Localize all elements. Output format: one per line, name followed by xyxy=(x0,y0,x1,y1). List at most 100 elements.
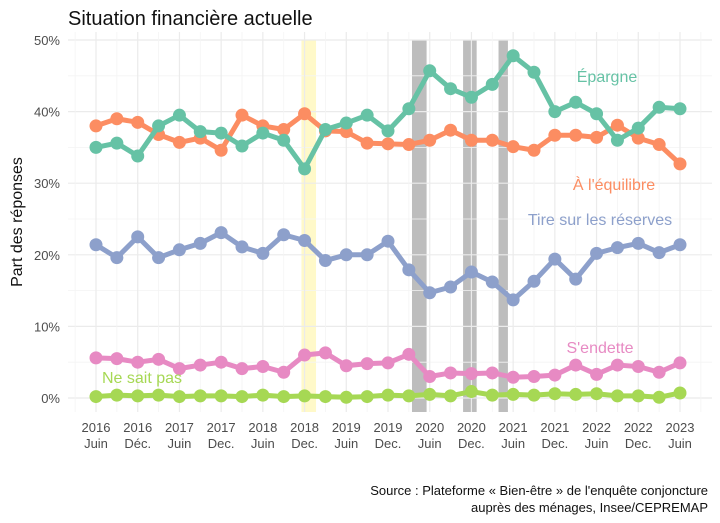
data-point xyxy=(214,143,228,157)
data-point xyxy=(506,293,520,307)
data-point xyxy=(360,390,374,404)
data-point xyxy=(527,274,541,288)
data-point xyxy=(652,246,666,260)
data-point xyxy=(673,102,687,116)
data-point xyxy=(256,126,270,140)
series-label: Tire sur les réserves xyxy=(528,212,672,229)
x-tick-label-month: Juin xyxy=(501,436,525,451)
data-point xyxy=(548,252,562,266)
y-axis-label: Part des réponses xyxy=(9,157,26,287)
data-point xyxy=(402,102,416,116)
data-point xyxy=(506,370,520,384)
data-point xyxy=(610,358,624,372)
series-tire-sur-les-réserves xyxy=(89,226,687,307)
source-line-1: Source : Plateforme « Bien-être » de l'e… xyxy=(370,483,708,498)
data-point xyxy=(548,105,562,119)
data-point xyxy=(402,347,416,361)
data-point xyxy=(152,388,166,402)
data-point xyxy=(569,95,583,109)
x-tick-label-year: 2021 xyxy=(540,420,569,435)
data-point xyxy=(360,248,374,262)
data-point xyxy=(569,128,583,142)
data-point xyxy=(235,108,249,122)
data-point xyxy=(569,272,583,286)
data-point xyxy=(464,367,478,381)
data-point xyxy=(131,115,145,129)
x-tick-label-month: Dec. xyxy=(375,436,402,451)
data-point xyxy=(214,126,228,140)
series-lines xyxy=(89,49,687,404)
data-point xyxy=(673,356,687,370)
x-tick-label-year: 2017 xyxy=(207,420,236,435)
data-point xyxy=(464,385,478,399)
y-tick-label: 50% xyxy=(34,33,60,48)
data-point xyxy=(423,133,437,147)
data-point xyxy=(464,90,478,104)
data-point xyxy=(256,388,270,402)
y-tick-label: 0% xyxy=(41,391,60,406)
data-point xyxy=(277,365,291,379)
data-point xyxy=(485,275,499,289)
data-point xyxy=(527,65,541,79)
data-point xyxy=(673,386,687,400)
data-point xyxy=(569,387,583,401)
x-tick-label-month: Dec. xyxy=(291,436,318,451)
data-point xyxy=(214,355,228,369)
data-point xyxy=(235,390,249,404)
x-tick-label-year: 2021 xyxy=(499,420,528,435)
data-point xyxy=(381,234,395,248)
data-point xyxy=(673,157,687,171)
data-point xyxy=(381,137,395,151)
data-point xyxy=(527,388,541,402)
data-point xyxy=(485,133,499,147)
data-point xyxy=(298,107,312,121)
series-épargne xyxy=(89,49,687,176)
data-point xyxy=(298,162,312,176)
data-point xyxy=(423,370,437,384)
data-point xyxy=(423,64,437,78)
data-point xyxy=(610,389,624,403)
data-point xyxy=(506,140,520,154)
data-point xyxy=(172,135,186,149)
data-point xyxy=(631,236,645,250)
series-labels: Épargne À l'équilibre Tire sur les réserve… xyxy=(102,67,672,387)
x-tick-label-month: Déc. xyxy=(124,436,151,451)
data-point xyxy=(318,346,332,360)
x-tick-label-year: 2017 xyxy=(165,420,194,435)
y-tick-label: 20% xyxy=(34,248,60,263)
data-point xyxy=(444,123,458,137)
data-point xyxy=(485,77,499,91)
data-point xyxy=(339,390,353,404)
data-point xyxy=(423,286,437,300)
data-point xyxy=(318,390,332,404)
data-point xyxy=(89,140,103,154)
data-point xyxy=(89,351,103,365)
x-tick-label-month: Dec. xyxy=(208,436,235,451)
data-point xyxy=(506,49,520,63)
data-point xyxy=(506,387,520,401)
data-point xyxy=(235,362,249,376)
x-tick-label-month: Juin xyxy=(585,436,609,451)
data-point xyxy=(131,149,145,163)
data-point xyxy=(339,359,353,373)
data-point xyxy=(256,359,270,373)
chart-title: Situation financière actuelle xyxy=(68,8,313,30)
data-point xyxy=(381,388,395,402)
data-point xyxy=(298,233,312,247)
x-tick-label-month: Dec. xyxy=(625,436,652,451)
data-point xyxy=(631,389,645,403)
data-point xyxy=(548,128,562,142)
data-point xyxy=(360,357,374,371)
y-tick-label: 10% xyxy=(34,319,60,334)
data-point xyxy=(172,243,186,257)
x-tick-label-year: 2020 xyxy=(415,420,444,435)
data-point xyxy=(631,121,645,135)
x-tick-label-month: Juin xyxy=(418,436,442,451)
x-tick-label-year: 2019 xyxy=(332,420,361,435)
data-point xyxy=(339,116,353,130)
data-point xyxy=(444,389,458,403)
data-point xyxy=(131,230,145,244)
data-point xyxy=(485,366,499,380)
data-point xyxy=(172,108,186,122)
